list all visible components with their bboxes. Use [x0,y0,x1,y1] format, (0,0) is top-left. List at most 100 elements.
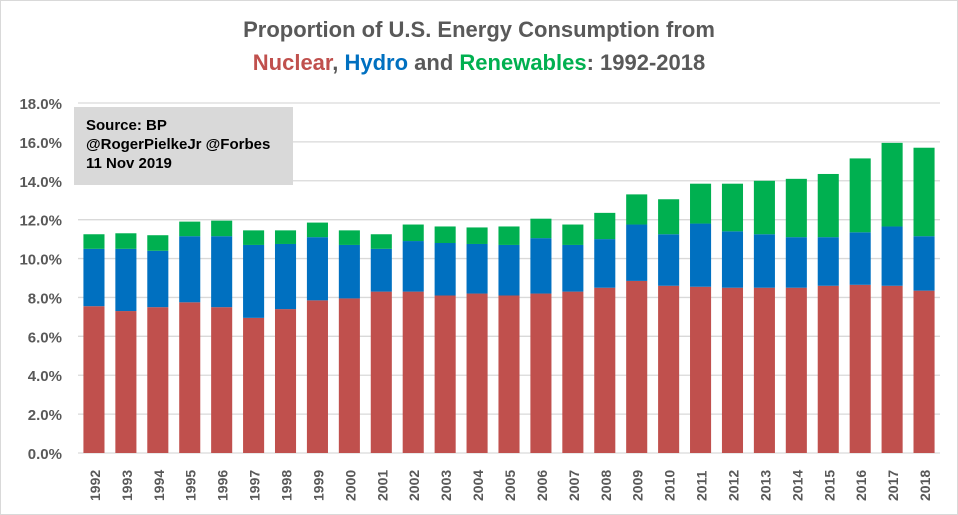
bar-hydro-2004 [466,243,488,294]
bar-renewables-2000 [338,230,360,245]
bar-nuclear-2010 [658,285,680,453]
bar-nuclear-1993 [115,311,137,453]
bar-renewables-2015 [817,173,839,238]
bar-hydro-2003 [434,243,456,296]
bar-hydro-2000 [338,244,360,299]
bar-nuclear-2018 [913,290,935,453]
y-tick-label: 18.0% [19,96,62,113]
x-tick-label: 2003 [438,470,454,501]
x-tick-label: 2011 [694,470,710,501]
bar-nuclear-2004 [466,293,488,453]
date-line: 11 Nov 2019 [86,155,172,172]
chart-title-line1: Proportion of U.S. Energy Consumption fr… [243,17,715,42]
bar-hydro-2017 [881,226,903,286]
bar-nuclear-2015 [817,285,839,453]
bar-hydro-2007 [562,244,584,292]
bar-renewables-2013 [753,180,775,235]
title-renewables: Renewables [459,50,587,75]
bar-hydro-2006 [530,238,552,294]
bar-hydro-2009 [626,224,648,281]
bar-renewables-1996 [211,220,233,237]
bar-hydro-1995 [179,236,201,303]
bar-nuclear-2016 [849,284,871,453]
bar-nuclear-1997 [243,317,265,453]
y-tick-label: 0.0% [28,446,62,463]
bar-nuclear-2000 [338,298,360,453]
bar-nuclear-2002 [402,291,424,453]
bar-nuclear-2006 [530,293,552,453]
bar-nuclear-1994 [147,307,169,453]
bar-renewables-1998 [274,230,297,244]
bar-hydro-1999 [306,237,328,301]
bar-stack-1994 [147,235,169,453]
bar-stack-2000 [338,230,360,453]
bar-hydro-1998 [274,243,297,310]
bar-renewables-1999 [306,222,328,238]
y-tick-label: 16.0% [19,135,62,152]
bar-stack-1993 [115,233,137,453]
y-tick-label: 10.0% [19,252,62,269]
bar-stack-1992 [83,234,105,453]
y-tick-label: 4.0% [28,368,62,385]
x-tick-label: 2015 [821,470,837,501]
bar-hydro-1993 [115,248,137,312]
bar-renewables-2017 [881,142,903,227]
y-axis-ticks: 0.0% 2.0% 4.0% 6.0% 8.0% 10.0% 12.0% 14.0% 16.0%… [19,96,62,463]
bar-stack-1999 [306,222,328,453]
x-tick-label: 2005 [502,470,518,501]
bar-stack-1998 [274,230,297,453]
x-tick-label: 2008 [598,470,614,501]
x-tick-label: 2009 [630,470,646,501]
bar-stack-2009 [626,194,648,453]
y-tick-label: 12.0% [19,213,62,230]
bar-nuclear-1996 [211,307,233,453]
bar-stack-2014 [785,178,807,453]
bar-stack-1997 [243,230,265,453]
bar-renewables-2011 [690,183,712,224]
x-tick-label: 2017 [885,470,901,501]
x-tick-label: 2006 [534,470,550,501]
title-suffix: : 1992-2018 [586,50,706,75]
bar-stack-2017 [881,142,903,453]
bar-hydro-2008 [594,239,616,288]
bar-renewables-2010 [658,199,680,235]
x-tick-label: 2007 [566,470,582,501]
bar-nuclear-2008 [594,287,616,453]
bar-renewables-1997 [243,230,265,245]
bar-renewables-1994 [147,235,169,251]
bar-renewables-2003 [434,226,456,243]
x-tick-label: 2001 [374,470,390,501]
bar-stack-2004 [466,227,488,453]
bar-stack-2007 [562,224,584,453]
bar-stack-1995 [179,221,201,453]
bar-hydro-2005 [498,244,520,296]
x-tick-label: 1996 [215,470,231,501]
x-tick-label: 1992 [87,470,103,501]
bar-stack-2003 [434,226,456,453]
bar-renewables-2005 [498,226,520,245]
x-tick-label: 2010 [662,470,678,501]
x-tick-label: 2013 [757,470,773,501]
bar-nuclear-2001 [370,291,392,453]
bar-nuclear-1999 [306,300,328,453]
x-tick-label: 1999 [310,470,326,501]
bar-hydro-2012 [721,231,744,288]
title-hydro: Hydro [344,50,409,75]
bar-hydro-1997 [243,244,265,318]
x-tick-label: 1994 [151,470,167,501]
bar-hydro-2016 [849,232,871,285]
bar-nuclear-2011 [690,286,712,453]
bar-nuclear-2009 [626,280,648,453]
bar-hydro-2015 [817,237,839,286]
bar-renewables-1992 [83,234,105,249]
bar-nuclear-2007 [562,291,584,453]
bar-stack-2010 [658,199,680,453]
bar-stack-2015 [817,173,839,453]
bar-hydro-2010 [658,234,680,286]
bar-renewables-2002 [402,224,424,242]
bar-stack-2011 [690,183,712,453]
bar-renewables-1995 [179,221,201,237]
bar-renewables-2012 [721,183,744,232]
bar-stack-2016 [849,158,871,453]
